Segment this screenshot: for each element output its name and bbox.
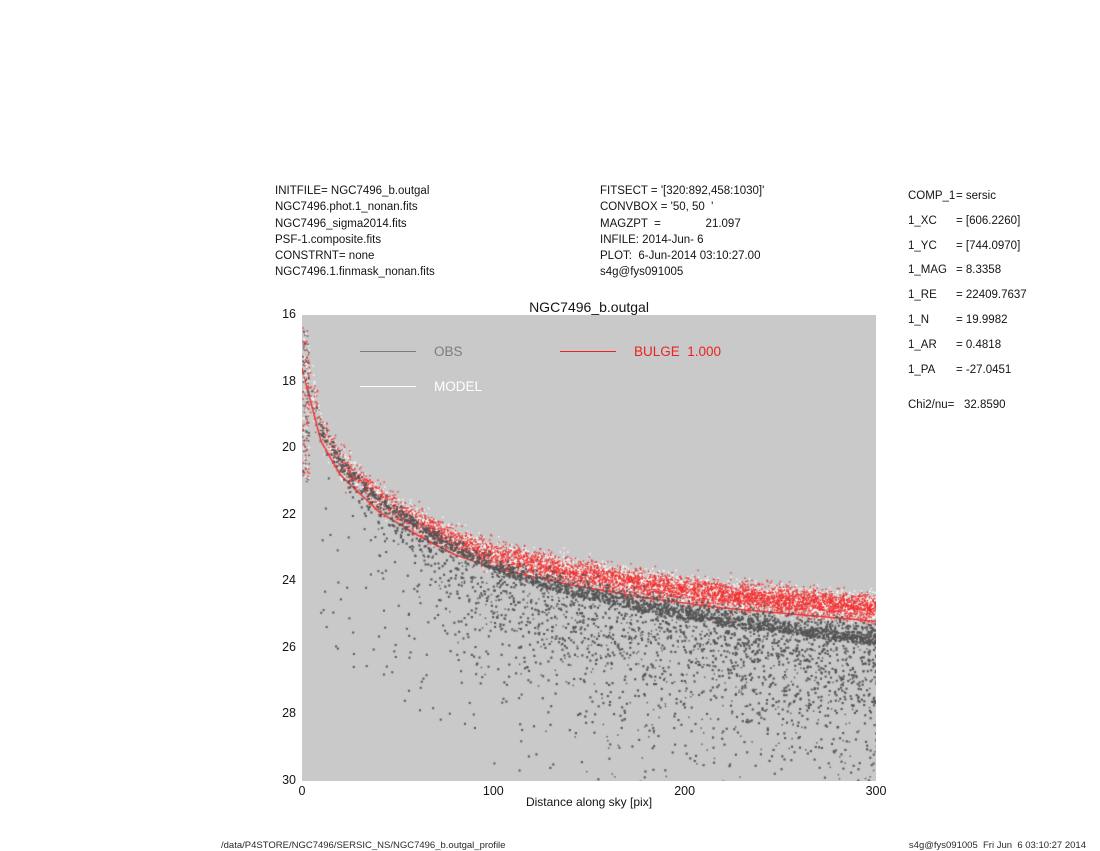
param-key: 1_YC: [908, 239, 937, 252]
plot-area: OBS MODEL BULGE 1.000: [302, 315, 876, 781]
y-axis: 16 18 20 22 24 26 28 30: [252, 307, 296, 787]
param-row: 1_XC = [606.2260]: [908, 215, 1027, 240]
param-key: 1_RE: [908, 289, 937, 302]
legend-entry-model: MODEL: [360, 379, 482, 394]
y-tick-label: 28: [282, 706, 296, 721]
x-tick-label: 200: [674, 784, 696, 798]
y-tick-label: 30: [282, 773, 296, 787]
header-left-block: INITFILE= NGC7496_b.outgal NGC7496.phot.…: [275, 185, 435, 279]
y-tick-label: 16: [282, 307, 296, 321]
x-tick-label: 0: [298, 784, 306, 798]
param-value: = 22409.7637: [956, 289, 1027, 302]
param-value: = -27.0451: [956, 363, 1012, 376]
param-value: = 19.9982: [956, 313, 1008, 326]
legend-line-obs: [360, 351, 416, 352]
footer-path: /data/P4STORE/NGC7496/SERSIC_NS/NGC7496_…: [221, 840, 506, 851]
legend-line-model: [360, 386, 416, 387]
param-key: 1_N: [908, 313, 930, 326]
legend-entry-obs: OBS: [360, 344, 463, 359]
param-value: = 0.4818: [956, 338, 1002, 351]
param-value: = 8.3358: [956, 264, 1002, 277]
chi2-row: Chi2/nu= 32.8590: [908, 399, 1027, 411]
param-row: 1_PA = -27.0451: [908, 364, 1027, 389]
y-tick-label: 26: [282, 639, 296, 654]
param-row: 1_AR = 0.4818: [908, 339, 1027, 364]
param-key: 1_PA: [908, 363, 936, 376]
x-tick-label: 100: [482, 784, 504, 798]
legend-line-bulge: [560, 351, 616, 352]
param-key: 1_AR: [908, 338, 937, 351]
param-key: COMP_1: [908, 190, 956, 202]
params-spacer: [908, 388, 1027, 399]
x-tick-label: 300: [865, 784, 887, 798]
footer-timestamp: s4g@fys091005 Fri Jun 6 03:10:27 2014: [908, 840, 1086, 851]
param-key: 1_MAG: [908, 264, 947, 277]
param-value: = [744.0970]: [956, 239, 1021, 252]
param-row: COMP_1 = sersic: [908, 190, 1027, 215]
scatter-plot-canvas: [302, 315, 876, 781]
param-row: 1_YC = [744.0970]: [908, 240, 1027, 265]
param-row: 1_N = 19.9982: [908, 314, 1027, 339]
y-tick-label: 18: [282, 373, 296, 388]
legend-entry-bulge: BULGE 1.000: [560, 344, 721, 359]
x-axis-label: Distance along sky [pix]: [525, 795, 653, 809]
param-key: 1_XC: [908, 214, 937, 227]
legend-label-obs: OBS: [434, 344, 463, 359]
y-tick-label: 24: [282, 573, 296, 588]
y-tick-label: 20: [282, 440, 296, 455]
chart-title: NGC7496_b.outgal: [529, 299, 649, 315]
param-value: = sersic: [956, 190, 996, 202]
legend-label-bulge: BULGE 1.000: [634, 344, 722, 359]
chi2-value: 32.8590: [964, 399, 1006, 412]
header-params-block: COMP_1 = sersic 1_XC = [606.2260] 1_YC =…: [908, 190, 1027, 411]
chi2-label: Chi2/nu=: [908, 399, 955, 412]
y-tick-label: 22: [282, 506, 296, 521]
param-row: 1_MAG = 8.3358: [908, 264, 1027, 289]
header-middle-block: FITSECT = '[320:892,458:1030]' CONVBOX =…: [600, 185, 765, 279]
param-value: = [606.2260]: [956, 214, 1021, 227]
x-axis: 0 100 200 300: [299, 784, 887, 804]
legend-label-model: MODEL: [434, 379, 483, 394]
param-row: 1_RE = 22409.7637: [908, 289, 1027, 314]
